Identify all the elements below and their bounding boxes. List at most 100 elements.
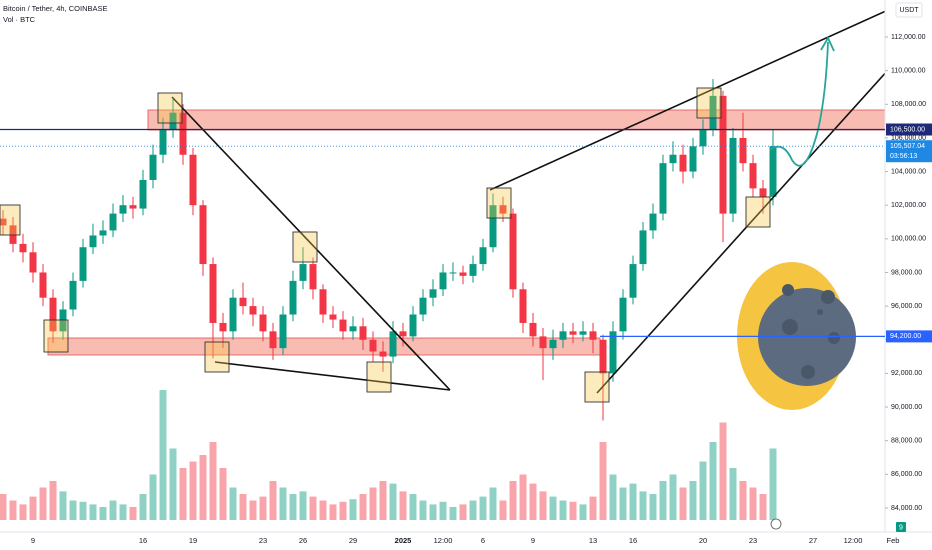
x-tick-label: 16 <box>629 536 637 545</box>
volume-bar <box>419 500 427 520</box>
candle-body <box>329 314 337 320</box>
trend-line <box>214 361 451 391</box>
candle-body <box>609 331 617 374</box>
volume-bar <box>389 483 397 520</box>
resistance-zone <box>147 109 886 131</box>
volume-bar <box>259 496 267 520</box>
pivot-box <box>157 92 183 124</box>
volume-bar <box>79 501 87 520</box>
trend-line <box>171 96 451 391</box>
candle-body <box>349 326 357 332</box>
price-label: 94,200.00 <box>890 333 921 340</box>
volume-bar <box>189 461 197 520</box>
volume-bar <box>99 507 107 520</box>
volume-bar <box>429 504 437 520</box>
badge-box <box>896 522 906 532</box>
volume-bar <box>509 481 517 520</box>
volume-bar <box>729 468 737 520</box>
y-tick-label: 84,000.00 <box>891 505 922 512</box>
candle-body <box>339 319 347 332</box>
volume-bar <box>309 496 317 520</box>
candle-body <box>399 331 407 337</box>
candle-body <box>549 339 557 349</box>
candle-body <box>729 137 737 214</box>
volume-bar <box>529 483 537 520</box>
price-label-box <box>886 123 932 136</box>
volume-bar <box>709 442 717 520</box>
volume-bar <box>159 390 167 520</box>
candle-body <box>129 205 137 209</box>
y-tick-label: 88,000.00 <box>891 438 922 445</box>
moon-crater <box>817 309 823 315</box>
volume-bar <box>199 455 207 520</box>
y-tick-label: 106,000.00 <box>891 135 926 142</box>
candle-body <box>119 205 127 214</box>
candle-body <box>569 331 577 335</box>
volume-bar <box>579 504 587 520</box>
candle-body <box>19 243 27 253</box>
candle-body <box>759 188 767 197</box>
candle-body <box>429 289 437 298</box>
volume-bar <box>129 507 137 520</box>
volume-bar <box>469 500 477 520</box>
volume-bar <box>319 500 327 520</box>
volume-bar <box>459 504 467 520</box>
candle-layer <box>0 79 777 421</box>
pivot-box <box>204 341 230 373</box>
volume-bar <box>549 496 557 520</box>
candle-body <box>409 314 417 337</box>
volume-bar <box>9 500 17 520</box>
volume-bar <box>449 507 457 520</box>
volume-bar <box>379 481 387 520</box>
moon-crater <box>821 290 835 304</box>
candle-body <box>469 264 477 276</box>
volume-bar <box>599 442 607 520</box>
candle-body <box>519 289 527 323</box>
volume-bar <box>349 499 357 520</box>
volume-bar <box>589 496 597 520</box>
x-tick-label: 23 <box>749 536 757 545</box>
candle-body <box>699 129 707 147</box>
candle-body <box>369 339 377 352</box>
candle-body <box>419 297 427 315</box>
candle-body <box>529 322 537 337</box>
volume-bar <box>489 487 497 520</box>
y-tick-label: 96,000.00 <box>891 303 922 310</box>
y-tick-label: 92,000.00 <box>891 370 922 377</box>
candle-body <box>539 336 547 349</box>
lightning-icon[interactable] <box>770 518 782 530</box>
volume-bar <box>299 491 307 520</box>
x-tick-label: 16 <box>139 536 147 545</box>
candle-body <box>209 264 217 323</box>
x-tick-label: 13 <box>589 536 597 545</box>
volume-bar <box>699 461 707 520</box>
candle-body <box>379 351 387 357</box>
volume-bar <box>689 481 697 520</box>
pivot-box <box>292 231 318 263</box>
y-tick-label: 90,000.00 <box>891 404 922 411</box>
x-tick-label: Feb <box>887 536 900 545</box>
candle-body <box>89 235 97 248</box>
trend-line <box>596 59 898 394</box>
volume-bar <box>119 504 127 520</box>
price-label: 106,500.00 <box>890 126 925 133</box>
volume-bar <box>569 501 577 520</box>
candle-body <box>109 213 117 231</box>
volume-bar <box>29 496 37 520</box>
candle-body <box>49 297 57 332</box>
volume-bar <box>209 442 217 520</box>
pivot-box <box>745 196 771 228</box>
candle-body <box>279 314 287 349</box>
candle-body <box>719 95 727 214</box>
volume-bar <box>759 494 767 520</box>
volume-bar <box>609 474 617 520</box>
volume-bar <box>269 481 277 520</box>
candle-body <box>239 297 247 307</box>
candle-body <box>709 95 717 130</box>
last-price-label: 105,507.04 <box>890 143 925 150</box>
y-tick-label: 100,000.00 <box>891 236 926 243</box>
badge: 9 <box>899 524 903 531</box>
projection-path <box>769 41 829 167</box>
trend-line <box>489 5 898 191</box>
